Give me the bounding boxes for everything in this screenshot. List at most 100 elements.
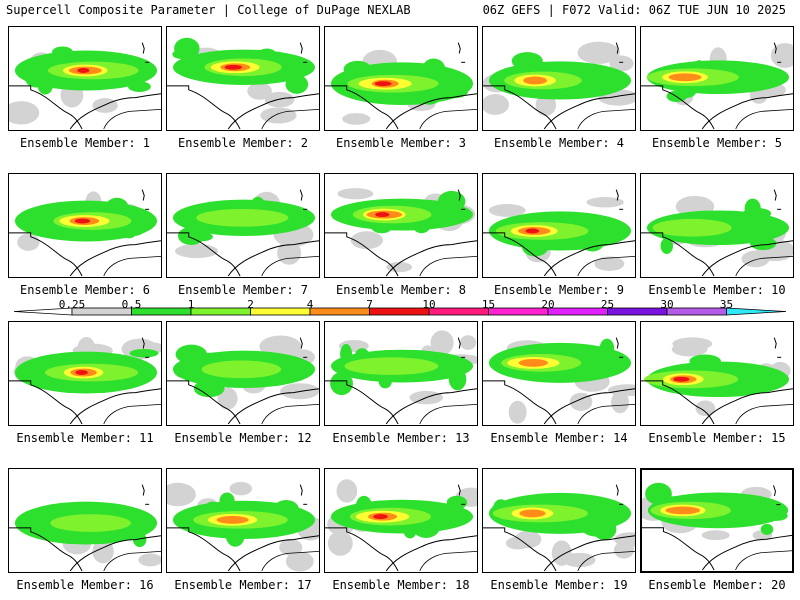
ensemble-member-label: Ensemble Member: 14 bbox=[490, 431, 628, 445]
color-scale-tick-label: 4 bbox=[306, 298, 314, 311]
lake-outline bbox=[141, 189, 145, 201]
state-border-line bbox=[325, 527, 399, 572]
coastline bbox=[419, 404, 477, 425]
scp-field-map bbox=[483, 337, 635, 425]
lake-outline bbox=[299, 337, 303, 349]
coastline bbox=[543, 93, 635, 130]
color-scale-tick-label: 35 bbox=[719, 298, 734, 311]
scp-contour-low bbox=[41, 223, 68, 239]
coastline bbox=[577, 256, 635, 277]
coastline bbox=[261, 551, 319, 572]
scp-field-map bbox=[483, 484, 635, 572]
scp-contour-light bbox=[9, 101, 40, 125]
color-scale-tick-label: 0.25 bbox=[58, 298, 86, 311]
scp-contour-light bbox=[138, 553, 161, 567]
scp-contour-orange bbox=[216, 515, 249, 524]
lake-outline bbox=[299, 484, 303, 496]
scp-contour-red bbox=[525, 228, 540, 234]
scp-contour-mid bbox=[50, 514, 131, 532]
lake-outline bbox=[615, 337, 619, 349]
ensemble-map-panel bbox=[324, 26, 478, 131]
color-scale-bar bbox=[14, 307, 786, 316]
color-scale-tick-label: 10 bbox=[422, 298, 436, 311]
color-scale-tick-label: 2 bbox=[247, 298, 254, 311]
scp-contour-light bbox=[672, 337, 713, 351]
scp-contour-low bbox=[52, 46, 73, 58]
color-scale-segment bbox=[250, 307, 311, 316]
scp-contour-light bbox=[247, 82, 272, 100]
scp-contour-red bbox=[373, 514, 388, 520]
coastline bbox=[69, 535, 161, 572]
ensemble-map-panel bbox=[324, 468, 478, 573]
scp-contour-low bbox=[37, 76, 53, 95]
ensemble-member-label: Ensemble Member: 6 bbox=[19, 283, 151, 297]
scp-field-map bbox=[167, 481, 319, 572]
state-border-line bbox=[325, 85, 399, 130]
scp-field-map bbox=[9, 484, 161, 572]
color-scale-segment bbox=[607, 307, 668, 316]
ensemble-member-label: Ensemble Member: 13 bbox=[332, 431, 470, 445]
ensemble-member-label: Ensemble Member: 4 bbox=[493, 136, 625, 150]
scp-contour-light bbox=[586, 197, 624, 208]
scp-contour-low bbox=[749, 236, 777, 251]
scp-contour-low bbox=[446, 495, 468, 510]
coastline bbox=[419, 551, 477, 572]
scp-contour-low bbox=[448, 367, 467, 391]
color-scale-tick-label: 0.5 bbox=[121, 298, 142, 311]
coastline bbox=[261, 404, 319, 425]
color-scale-segment bbox=[666, 307, 727, 316]
ensemble-map-panel bbox=[8, 321, 162, 426]
color-scale-tick-label: 1 bbox=[187, 298, 195, 311]
scp-contour-light bbox=[508, 400, 527, 424]
state-border-line bbox=[483, 85, 557, 130]
scp-contour-light bbox=[350, 231, 383, 250]
ensemble-member-label: Ensemble Member: 16 bbox=[16, 578, 154, 592]
state-border-line bbox=[325, 380, 399, 425]
state-border-line bbox=[167, 232, 241, 277]
ensemble-map-panel bbox=[640, 26, 794, 131]
coastline bbox=[69, 240, 161, 277]
color-scale-segment bbox=[369, 307, 430, 316]
scp-contour-light bbox=[17, 233, 40, 251]
scp-contour-low bbox=[258, 48, 276, 58]
scp-field-map bbox=[167, 189, 319, 277]
ensemble-member-label: Ensemble Member: 20 bbox=[648, 578, 786, 592]
scp-contour-low bbox=[421, 58, 446, 81]
scp-contour-light bbox=[336, 479, 358, 503]
scp-field-map bbox=[167, 37, 319, 130]
scp-contour-orange bbox=[668, 73, 702, 82]
lake-outline bbox=[773, 189, 777, 201]
scp-contour-mid bbox=[652, 218, 732, 237]
state-border-line bbox=[9, 232, 83, 277]
lake-outline bbox=[141, 484, 145, 496]
scp-contour-light bbox=[217, 387, 238, 410]
coastline bbox=[735, 404, 793, 425]
scp-contour-low bbox=[105, 197, 129, 216]
color-scale-tick-label: 20 bbox=[541, 298, 555, 311]
color-scale-tick-label: 25 bbox=[600, 298, 615, 311]
scp-field-map bbox=[325, 188, 477, 277]
color-scale-tick-label: 15 bbox=[481, 298, 496, 311]
color-scale-tick-label: 30 bbox=[660, 298, 674, 311]
scp-contour-low bbox=[330, 371, 353, 396]
ensemble-map-panel bbox=[8, 468, 162, 573]
coastline bbox=[419, 109, 477, 130]
state-border-line bbox=[9, 527, 83, 572]
ensemble-map-panel bbox=[166, 26, 320, 131]
scp-contour-light bbox=[594, 256, 625, 271]
coastline bbox=[227, 388, 319, 425]
lake-outline bbox=[615, 42, 619, 54]
scp-field-map bbox=[167, 335, 319, 425]
color-scale-segment bbox=[428, 307, 489, 316]
ensemble-map-panel bbox=[8, 173, 162, 278]
ensemble-member-label: Ensemble Member: 19 bbox=[490, 578, 628, 592]
lake-outline bbox=[615, 189, 619, 201]
scp-field-map bbox=[483, 189, 635, 277]
ensemble-map-panel bbox=[324, 173, 478, 278]
ensemble-map-panel bbox=[482, 26, 636, 131]
ensemble-map-panel bbox=[482, 468, 636, 573]
scp-contour-light bbox=[337, 188, 374, 200]
scp-field-map bbox=[641, 189, 793, 277]
scp-contour-light bbox=[701, 530, 730, 541]
scp-contour-low bbox=[440, 82, 469, 99]
